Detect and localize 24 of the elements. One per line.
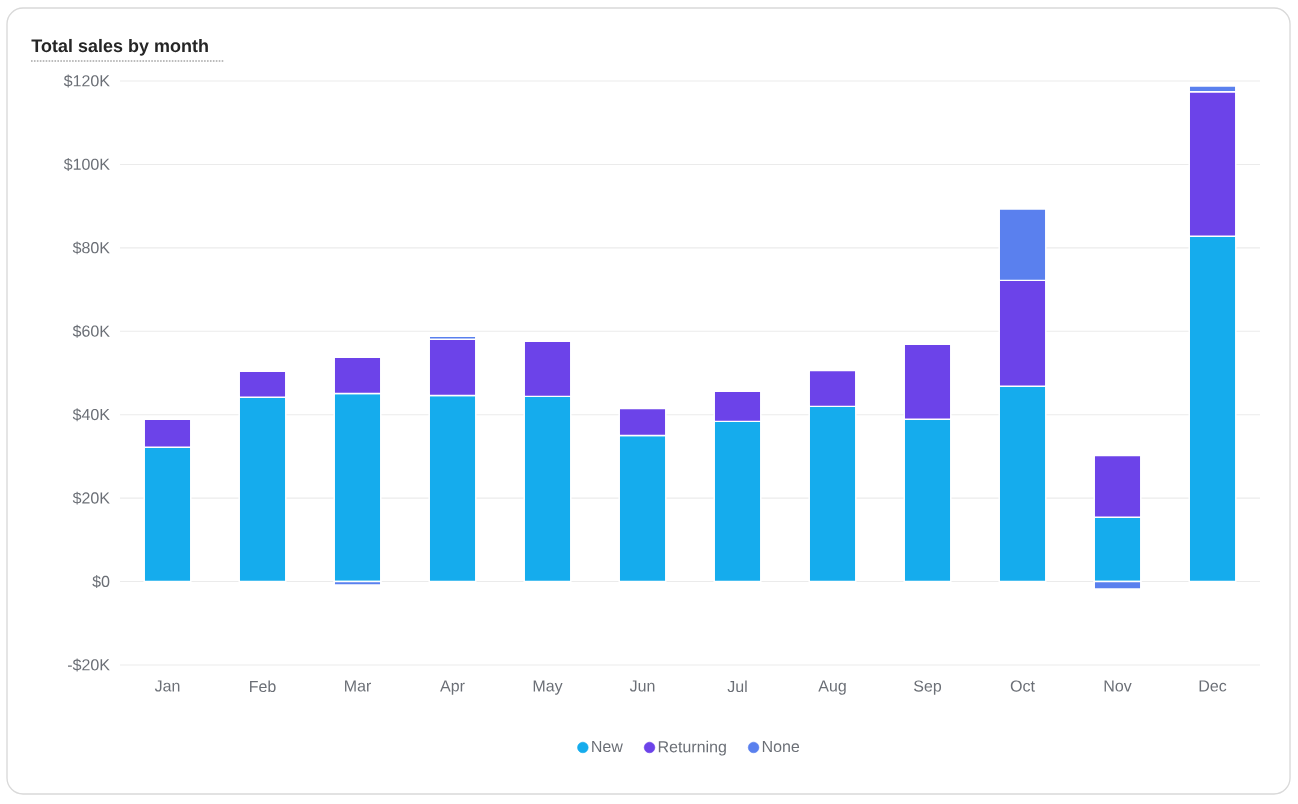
x-tick-label: Sep bbox=[914, 680, 942, 695]
y-tick-label: $120K bbox=[63, 74, 110, 88]
y-tick-label: $0 bbox=[92, 575, 110, 589]
x-tick-label: May bbox=[533, 680, 563, 695]
y-tick-label: -$20K bbox=[67, 658, 110, 672]
x-tick-label: Oct bbox=[1010, 680, 1035, 692]
legend-label: New bbox=[592, 740, 623, 753]
x-tick-label: Feb bbox=[250, 680, 276, 693]
y-tick-label: $60K bbox=[72, 324, 110, 338]
x-tick-label: Aug bbox=[818, 680, 846, 695]
y-tick-label: $80K bbox=[72, 241, 110, 255]
y-tick-label: $20K bbox=[72, 491, 110, 505]
legend-label: None bbox=[762, 740, 800, 753]
x-tick-label: Nov bbox=[1104, 680, 1132, 692]
chart-title: Total sales by month bbox=[31, 38, 208, 56]
x-tick-label: Apr bbox=[440, 680, 465, 695]
x-tick-label: Dec bbox=[1199, 680, 1227, 692]
legend-label: Returning bbox=[658, 740, 726, 756]
x-tick-label: Jan bbox=[154, 680, 180, 692]
x-tick-label: Jul bbox=[727, 680, 747, 693]
x-tick-label: Jun bbox=[629, 680, 655, 692]
x-tick-label: Mar bbox=[345, 680, 372, 692]
y-tick-label: $100K bbox=[63, 157, 110, 171]
y-tick-label: $40K bbox=[72, 408, 110, 422]
